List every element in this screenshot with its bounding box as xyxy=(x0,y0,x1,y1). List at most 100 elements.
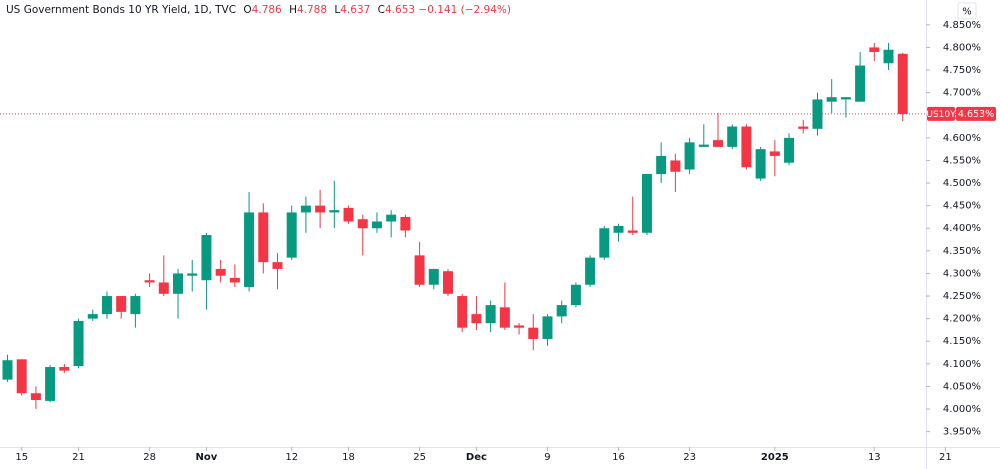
y-tick-label: 4.700% xyxy=(943,88,981,99)
y-tick-label: 4.050% xyxy=(943,381,981,392)
candle-body xyxy=(357,219,368,229)
x-tick-label: 25 xyxy=(413,452,426,463)
candle-body xyxy=(59,367,70,371)
candle-body xyxy=(386,214,397,222)
candle-body xyxy=(485,305,496,324)
x-tick-label: Dec xyxy=(466,452,487,463)
legend: US Government Bonds 10 YR Yield, 1D, TVC… xyxy=(6,4,511,16)
low-value: 4.637 xyxy=(340,4,371,16)
y-tick-label: 4.150% xyxy=(943,336,981,347)
candle-body xyxy=(627,230,638,233)
candle-body xyxy=(727,126,738,147)
change-value: −0.141 xyxy=(418,4,458,16)
candle-body xyxy=(897,53,908,114)
y-unit: % xyxy=(962,7,972,18)
candle-body xyxy=(414,255,425,285)
candle-body xyxy=(656,155,667,175)
candle-body xyxy=(73,320,84,367)
candle-body xyxy=(514,325,525,328)
low-label: L xyxy=(334,4,341,16)
candle-body xyxy=(698,144,709,147)
candle-body xyxy=(229,277,240,283)
y-tick-label: 4.850% xyxy=(943,20,981,31)
candle-body xyxy=(528,327,539,339)
candle-body xyxy=(371,221,382,229)
close-label: C xyxy=(377,4,385,16)
x-tick-label: 28 xyxy=(143,452,156,463)
candle-body xyxy=(769,151,780,156)
x-tick-label: 21 xyxy=(72,452,85,463)
last-price-box xyxy=(956,106,996,121)
y-tick-label: 4.250% xyxy=(943,291,981,302)
y-tick-label: 4.350% xyxy=(943,246,981,257)
candle-body xyxy=(499,307,510,328)
last-price-label: 4.653% xyxy=(958,109,994,120)
y-tick-label: 4.600% xyxy=(943,133,981,144)
candle-body xyxy=(45,367,56,401)
x-tick-label: 2025 xyxy=(761,452,789,463)
candle-body xyxy=(883,49,894,64)
candle-body xyxy=(826,97,837,102)
candle-body xyxy=(869,47,880,52)
candle-body xyxy=(244,212,255,288)
candle-body xyxy=(457,296,468,328)
candle-body xyxy=(556,305,567,317)
close-value: 4.653 xyxy=(385,4,416,16)
candle-body xyxy=(443,271,454,294)
candle-body xyxy=(201,235,212,281)
candle-body xyxy=(215,268,226,276)
high-value: 4.788 xyxy=(296,4,328,16)
candle-body xyxy=(173,273,184,294)
x-tick-label: 12 xyxy=(285,452,298,463)
candle-body xyxy=(798,126,809,129)
y-tick-label: 3.950% xyxy=(943,427,981,438)
candle-body xyxy=(258,212,269,263)
high-label: H xyxy=(289,4,297,16)
symbol-tag: US10Y xyxy=(926,110,956,120)
candle-body xyxy=(613,225,624,233)
candle-body xyxy=(570,284,581,306)
y-tick-label: 4.450% xyxy=(943,201,981,212)
candle-body xyxy=(812,99,823,129)
candle-body xyxy=(855,65,866,102)
candle-body xyxy=(16,359,27,394)
candle-body xyxy=(542,316,553,339)
candle-body xyxy=(158,282,169,294)
candle-body xyxy=(87,314,98,319)
candle-body xyxy=(670,160,681,172)
y-tick-label: 4.300% xyxy=(943,268,981,279)
symbol-tag-box xyxy=(927,106,955,121)
candle-body xyxy=(187,273,198,276)
unit-box[interactable] xyxy=(957,2,977,20)
x-tick-label: 9 xyxy=(544,452,550,463)
candle-body xyxy=(286,212,297,258)
candle-body xyxy=(272,262,283,269)
candle-body xyxy=(755,149,766,179)
candle-body xyxy=(116,296,127,312)
x-tick-label: 16 xyxy=(612,452,625,463)
candle-body xyxy=(599,228,610,258)
y-tick-label: 4.200% xyxy=(943,314,981,325)
candle-body xyxy=(130,296,141,315)
y-tick-label: 4.800% xyxy=(943,42,981,53)
candle-body xyxy=(101,296,112,315)
candle-body xyxy=(400,216,411,231)
x-tick-label: 21 xyxy=(939,452,952,463)
y-tick-label: 4.750% xyxy=(943,65,981,76)
y-tick-label: 4.500% xyxy=(943,178,981,189)
candle-body xyxy=(343,207,354,222)
candle-body xyxy=(428,268,439,285)
open-label: O xyxy=(243,4,252,16)
candle-body xyxy=(684,142,695,170)
legend-title: US Government Bonds 10 YR Yield, 1D, TVC xyxy=(6,4,237,16)
change-percent: (−2.94%) xyxy=(460,4,511,16)
candle-body xyxy=(30,393,41,400)
candle-body xyxy=(713,140,723,147)
candle-body xyxy=(329,210,340,213)
candle-body xyxy=(300,205,311,213)
x-tick-label: 13 xyxy=(868,452,881,463)
y-tick-label: 4.400% xyxy=(943,223,981,234)
